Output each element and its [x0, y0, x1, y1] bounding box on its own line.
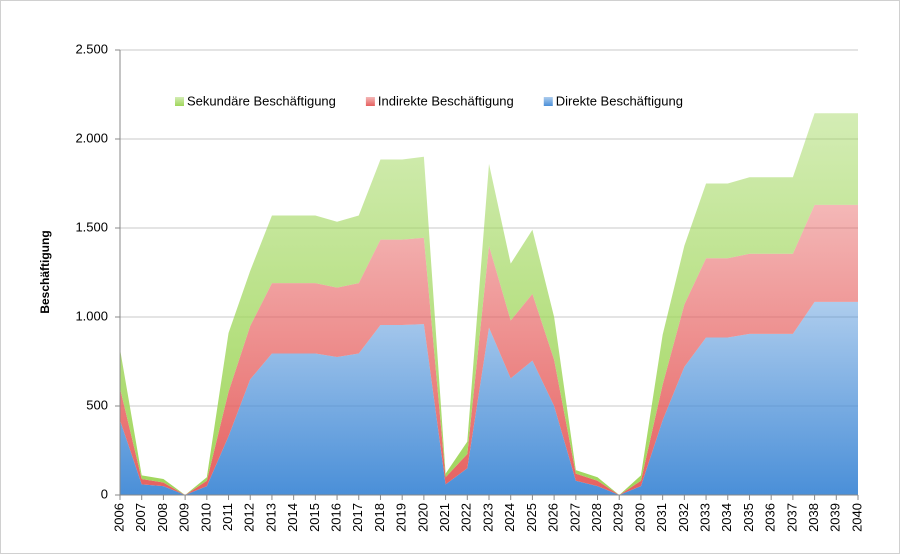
legend-label: Indirekte Beschäftigung: [378, 93, 514, 108]
x-tick-label: 2015: [307, 503, 322, 532]
x-tick-label: 2017: [350, 503, 365, 532]
x-tick-label: 2026: [546, 503, 561, 532]
legend-swatch: [543, 97, 553, 106]
x-tick-label: 2032: [676, 503, 691, 532]
x-tick-label: 2040: [849, 503, 864, 532]
area: [120, 204, 858, 496]
x-tick-label: 2038: [806, 503, 821, 532]
y-tick-label: 1.500: [75, 219, 108, 234]
x-tick-label: 2039: [828, 503, 843, 532]
x-tick-label: 2034: [719, 503, 734, 532]
x-tick-label: 2012: [242, 503, 257, 532]
x-tick-label: 2022: [459, 503, 474, 532]
y-tick-label: 2.500: [75, 41, 108, 56]
legend-label: Sekundäre Beschäftigung: [187, 93, 336, 108]
x-tick-label: 2027: [567, 503, 582, 532]
x-tick-label: 2021: [437, 503, 452, 532]
y-axis-label: Beschäftigung: [38, 230, 52, 313]
y-tick-label: 500: [86, 397, 108, 412]
y-tick-label: 0: [101, 486, 108, 501]
x-tick-label: 2018: [372, 503, 387, 532]
x-tick-label: 2035: [741, 503, 756, 532]
y-tick-label: 2.000: [75, 130, 108, 145]
x-tick-label: 2031: [654, 503, 669, 532]
x-tick-label: 2037: [784, 503, 799, 532]
area: [120, 301, 858, 495]
x-tick-label: 2007: [133, 503, 148, 532]
x-tick-label: 2014: [285, 503, 300, 532]
area: [120, 113, 858, 495]
x-tick-label: 2029: [611, 503, 626, 532]
x-tick-label: 2030: [632, 503, 647, 532]
x-tick-label: 2013: [263, 503, 278, 532]
legend-label: Direkte Beschäftigung: [556, 93, 683, 108]
x-tick-label: 2020: [415, 503, 430, 532]
x-tick-label: 2006: [111, 503, 126, 532]
x-tick-label: 2008: [155, 503, 170, 532]
x-tick-label: 2016: [328, 503, 343, 532]
legend-swatch: [175, 97, 184, 106]
y-tick-label: 1.000: [75, 308, 108, 323]
x-tick-label: 2036: [763, 503, 778, 532]
x-tick-label: 2028: [589, 503, 604, 532]
x-tick-label: 2009: [177, 503, 192, 532]
x-tick-label: 2023: [480, 503, 495, 532]
x-tick-label: 2010: [198, 503, 213, 532]
x-tick-label: 2019: [394, 503, 409, 532]
legend-swatch: [365, 97, 375, 106]
x-tick-label: 2024: [502, 503, 517, 532]
x-tick-label: 2033: [697, 503, 712, 532]
x-tick-label: 2011: [220, 503, 235, 531]
x-tick-label: 2025: [524, 503, 539, 532]
